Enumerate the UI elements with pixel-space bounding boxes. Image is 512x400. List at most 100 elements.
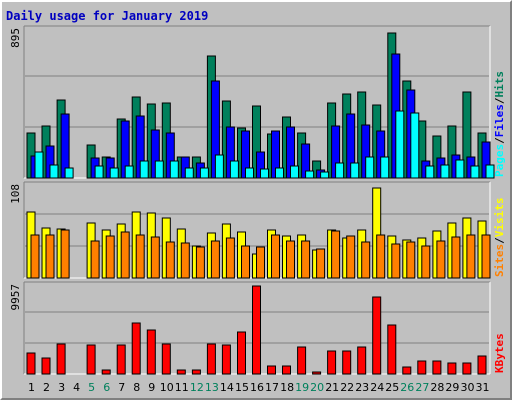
series-legend: Pages/Files/Hits [493, 71, 506, 177]
x-tick-label: 27 [415, 381, 429, 394]
x-tick-label: 23 [355, 381, 369, 394]
y-max-label: 895 [9, 28, 22, 48]
x-tick-label: 24 [370, 381, 384, 394]
x-tick-label: 14 [220, 381, 234, 394]
x-tick-label: 4 [73, 381, 80, 394]
bar-pages [64, 167, 74, 179]
bar-kbytes [56, 343, 66, 375]
bar-kbytes [221, 344, 231, 375]
bar-pages [154, 160, 164, 179]
panel-visits: 108 Sites/Visits [9, 181, 506, 279]
bar-kbytes [462, 362, 472, 375]
x-tick-label: 7 [118, 381, 125, 394]
bar-pages [290, 165, 299, 179]
x-tick-label: 31 [476, 381, 490, 394]
bar-kbytes [101, 369, 111, 375]
bar-sites [105, 235, 115, 279]
bar-sites [466, 234, 476, 279]
bar-kbytes [477, 355, 487, 375]
bar-sites [316, 248, 326, 279]
bar-kbytes [267, 365, 276, 375]
x-tick-label: 13 [205, 381, 219, 394]
bar-pages [214, 154, 224, 179]
bar-sites [135, 234, 145, 279]
legend-entry: Files [493, 104, 506, 137]
bar-kbytes [86, 344, 96, 375]
x-tick-label: 15 [235, 381, 249, 394]
bar-pages [305, 170, 315, 179]
bar-pages [184, 167, 194, 179]
bar-pages [365, 156, 375, 179]
legend-entry: Visits [493, 198, 506, 238]
bar-sites [241, 245, 250, 279]
x-tick-label: 20 [310, 381, 324, 394]
bar-sites [391, 243, 401, 279]
x-tick-label: 21 [325, 381, 339, 394]
bar-kbytes [161, 343, 171, 375]
legend-separator: / [493, 97, 506, 104]
x-tick-label: 26 [400, 381, 414, 394]
bar-kbytes [237, 331, 246, 375]
bar-sites [331, 230, 341, 279]
bar-pages [109, 167, 119, 179]
x-tick-label: 12 [190, 381, 204, 394]
bar-pages [49, 164, 59, 179]
y-max-label: 108 [9, 184, 22, 204]
bar-pages [380, 156, 390, 179]
y-max-label: 9957 [9, 284, 22, 311]
bar-kbytes [206, 343, 216, 375]
bar-pages [440, 164, 450, 179]
legend-entry: KBytes [493, 333, 506, 373]
bar-kbytes [387, 324, 397, 375]
bar-kbytes [432, 360, 442, 375]
bar-kbytes [342, 350, 352, 375]
bar-sites [256, 246, 265, 279]
series-legend: KBytes [493, 333, 506, 373]
bar-sites [180, 242, 190, 279]
bar-sites [165, 241, 175, 279]
x-tick-label: 18 [280, 381, 294, 394]
x-tick-label: 3 [58, 381, 65, 394]
bar-kbytes [176, 369, 186, 375]
legend-entry: Pages [493, 144, 506, 177]
bar-sites [271, 234, 280, 279]
bar-pages [470, 165, 480, 179]
series-legend: Sites/Visits [493, 198, 506, 278]
legend-entry: Hits [493, 71, 506, 98]
legend-separator: / [493, 137, 506, 144]
bar-sites [120, 231, 130, 279]
bar-sites [346, 235, 356, 279]
bar-pages [320, 171, 330, 179]
x-tick-label: 5 [88, 381, 95, 394]
bar-kbytes [417, 360, 427, 375]
bar-sites [90, 240, 100, 279]
bar-sites [301, 240, 311, 279]
legend-entry: Sites [493, 244, 506, 277]
bar-kbytes [327, 350, 337, 375]
bar-pages [410, 112, 420, 179]
x-tick-label: 28 [430, 381, 444, 394]
bar-pages [335, 162, 345, 179]
bar-pages [260, 168, 269, 179]
bar-sites [30, 234, 40, 279]
x-axis: 1 2 3 4 5 6 7 8 9 10 11 12 13 14 15 16 17 18 19 20 21 22 23 24 2… [28, 381, 490, 394]
bar-pages [124, 165, 134, 179]
bar-sites [60, 229, 70, 279]
bar-kbytes [131, 322, 141, 375]
bar-kbytes [297, 346, 307, 375]
x-tick-label: 2 [43, 381, 50, 394]
bar-pages [94, 165, 104, 179]
x-tick-label: 30 [461, 381, 475, 394]
bar-kbytes [116, 344, 126, 375]
bar-pages [169, 160, 179, 179]
bar-sites [195, 246, 205, 279]
bar-sites [451, 236, 461, 279]
bar-pages [139, 160, 149, 179]
bar-kbytes [312, 371, 322, 375]
bar-sites [436, 240, 446, 279]
chart-title: Daily usage for January 2019 [6, 9, 208, 23]
bar-kbytes [357, 346, 367, 375]
bar-kbytes [447, 362, 457, 375]
